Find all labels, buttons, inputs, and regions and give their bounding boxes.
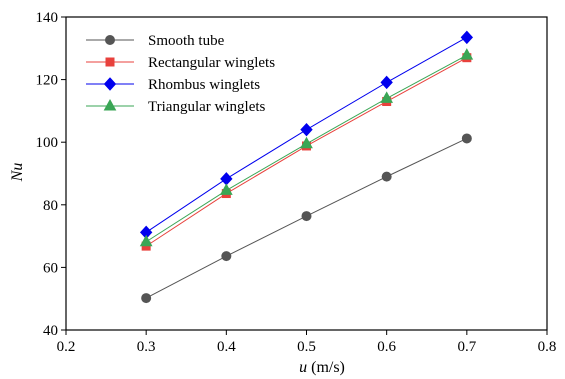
data-point bbox=[301, 211, 312, 222]
legend-item: Rectangular winglets bbox=[86, 55, 275, 71]
data-point bbox=[221, 251, 232, 262]
data-point bbox=[460, 30, 474, 45]
x-tick-label: 0.2 bbox=[57, 339, 76, 355]
series-diamond bbox=[139, 30, 474, 240]
data-point bbox=[139, 234, 153, 247]
y-axis-label: Nu bbox=[9, 163, 26, 183]
legend-item: Triangular winglets bbox=[86, 98, 266, 115]
data-point bbox=[380, 75, 393, 90]
y-tick-label: 60 bbox=[43, 260, 58, 276]
legend-label: Triangular winglets bbox=[148, 99, 266, 115]
series-group bbox=[139, 30, 474, 304]
legend-marker bbox=[103, 77, 117, 91]
data-point bbox=[380, 91, 394, 103]
y-tick-label: 100 bbox=[36, 135, 59, 151]
x-axis-label-unit: (m/s) bbox=[311, 359, 345, 376]
data-point bbox=[300, 122, 313, 137]
legend-item: Rhombus winglets bbox=[86, 77, 260, 93]
x-axis-label: u (m/s) bbox=[299, 359, 345, 376]
legend-marker bbox=[103, 98, 117, 111]
series-triangle bbox=[139, 48, 474, 247]
data-point bbox=[461, 133, 472, 144]
y-tick-label: 40 bbox=[43, 323, 58, 339]
data-point bbox=[381, 171, 392, 182]
x-tick-label: 0.7 bbox=[457, 339, 476, 355]
y-tick-label: 80 bbox=[43, 198, 58, 214]
x-tick-label: 0.5 bbox=[297, 339, 316, 355]
x-tick-label: 0.4 bbox=[217, 339, 236, 355]
series-circle bbox=[141, 133, 472, 304]
legend-marker bbox=[105, 35, 115, 45]
y-tick-label: 140 bbox=[36, 10, 59, 26]
legend-marker bbox=[105, 57, 115, 67]
legend: Smooth tube Rectangular winglets Rhombus w… bbox=[86, 33, 275, 115]
data-point bbox=[220, 172, 233, 186]
axes: 0.2 0.3 0.4 0.5 0.6 0.7 0.8 40 60 80 100 120 140 bbox=[36, 10, 557, 355]
legend-label: Rectangular winglets bbox=[148, 55, 275, 71]
x-tick-label: 0.3 bbox=[137, 339, 156, 355]
x-tick-label: 0.6 bbox=[377, 339, 396, 355]
y-tick-label: 120 bbox=[36, 73, 59, 89]
data-point bbox=[300, 136, 313, 149]
x-tick-label: 0.8 bbox=[538, 339, 557, 355]
x-axis-label-var: u bbox=[299, 359, 307, 376]
legend-item: Smooth tube bbox=[86, 33, 225, 49]
plot-frame bbox=[65, 16, 548, 331]
legend-label: Smooth tube bbox=[148, 33, 225, 49]
data-point bbox=[141, 293, 152, 304]
legend-label: Rhombus winglets bbox=[148, 77, 260, 93]
data-point bbox=[460, 48, 474, 60]
data-point bbox=[219, 183, 233, 195]
